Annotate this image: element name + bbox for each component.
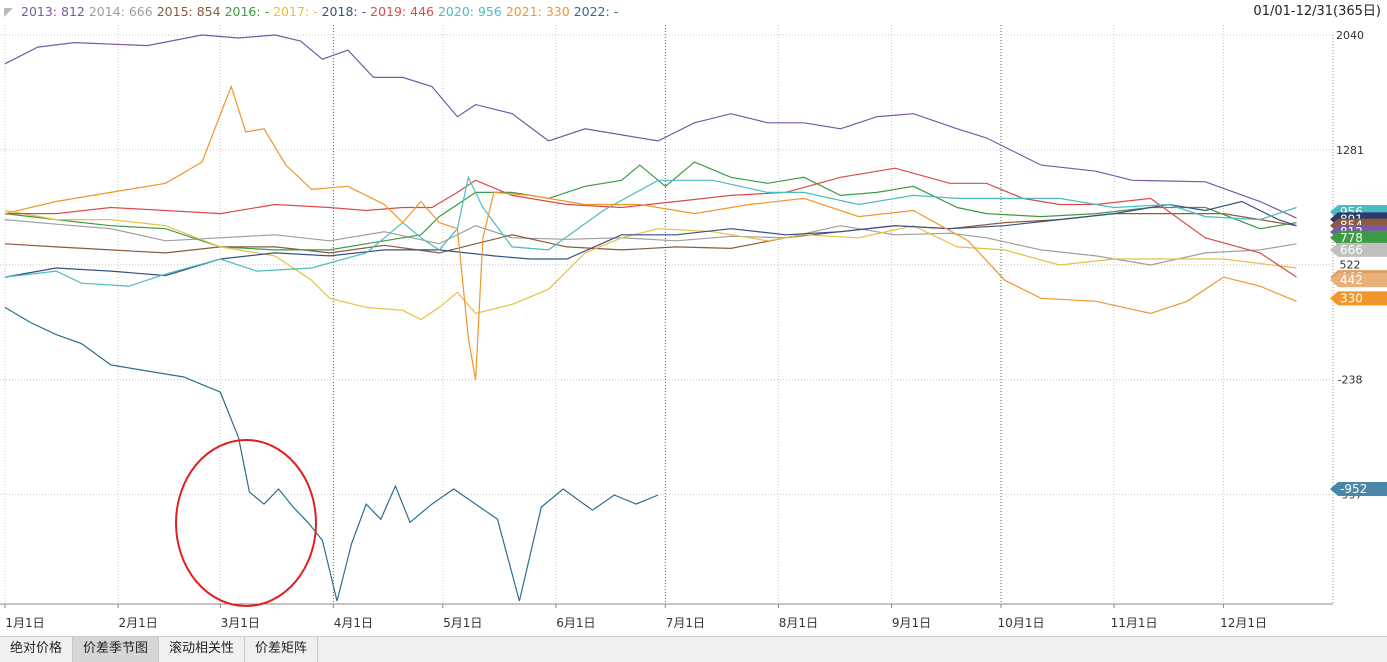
date-range-label: 01/01-12/31(365日) [1253,4,1381,19]
end-label-tag [1330,291,1387,306]
corner-toggle-icon[interactable] [4,8,13,17]
series-line-2015 [4,213,1297,254]
series-line-2014 [4,219,1297,266]
x-tick-label: 7月1日 [666,616,705,630]
y-tick-label: 522 [1340,259,1361,272]
legend-item-6[interactable]: 2019: 446 [370,4,434,19]
end-label-text: 666 [1340,243,1363,257]
x-tick-label: 2月1日 [118,616,157,630]
x-tick-label: 5月1日 [443,616,482,630]
legend-item-5[interactable]: 2018: - [321,4,367,19]
x-tick-label: 6月1日 [556,616,595,630]
legend-item-2[interactable]: 2015: 854 [156,4,221,19]
legend-item-8[interactable]: 2021: 330 [505,4,570,19]
y-tick-label: 2040 [1336,29,1364,42]
end-label-text: 330 [1340,291,1363,305]
tab-2[interactable]: 滚动相关性 [159,637,246,662]
legend-item-0[interactable]: 2013: 812 [21,4,85,19]
end-label-tag [1330,242,1387,257]
legend-item-3[interactable]: 2016: - [224,4,270,19]
series-line-2016 [4,161,1297,251]
x-tick-label: 12月1日 [1220,616,1267,630]
y-tick-label: -238 [1338,374,1363,387]
legend-item-7[interactable]: 2020: 956 [437,4,502,19]
seasonal-spread-chart: 20401281522-238-9971月1日2月1日3月1日4月1日5月1日6… [0,25,1387,630]
y-tick-label: 1281 [1336,144,1364,157]
series-line-2021 [4,84,1297,381]
end-label-tag [1330,481,1387,496]
end-label-text: 442 [1340,273,1363,287]
tab-3[interactable]: 价差矩阵 [245,637,319,662]
series-line-2017 [4,209,1297,321]
bottom-tab-bar: 绝对价格 价差季节图 滚动相关性 价差矩阵 [0,636,1387,662]
x-tick-label: 3月1日 [221,616,260,630]
series-line-2018 [4,200,1297,278]
x-tick-label: 10月1日 [998,616,1045,630]
end-label-tag [1330,230,1387,245]
legend-item-1[interactable]: 2014: 666 [88,4,153,19]
series-line-2020 [4,175,1297,287]
end-label-text: -952 [1340,482,1367,496]
legend-item-4[interactable]: 2017: - [273,4,318,19]
x-tick-label: 1月1日 [5,616,44,630]
series-line-2019 [5,167,1297,278]
highlight-circle [175,439,317,607]
series-line-2013 [4,34,1297,219]
chart-legend: 2013: 812 2014: 666 2015: 854 2016: -2017: … [0,3,622,21]
tab-1[interactable]: 价差季节图 [73,637,160,662]
tab-0[interactable]: 绝对价格 [0,637,74,662]
x-tick-label: 8月1日 [779,616,818,630]
series-line-2022 [4,306,659,602]
legend-item-9[interactable]: 2022: - [573,4,619,19]
x-tick-label: 11月1日 [1111,616,1158,630]
end-label-text: 778 [1340,231,1363,245]
end-label-tag [1330,273,1387,288]
x-tick-label: 9月1日 [892,616,931,630]
x-tick-label: 4月1日 [334,616,373,630]
